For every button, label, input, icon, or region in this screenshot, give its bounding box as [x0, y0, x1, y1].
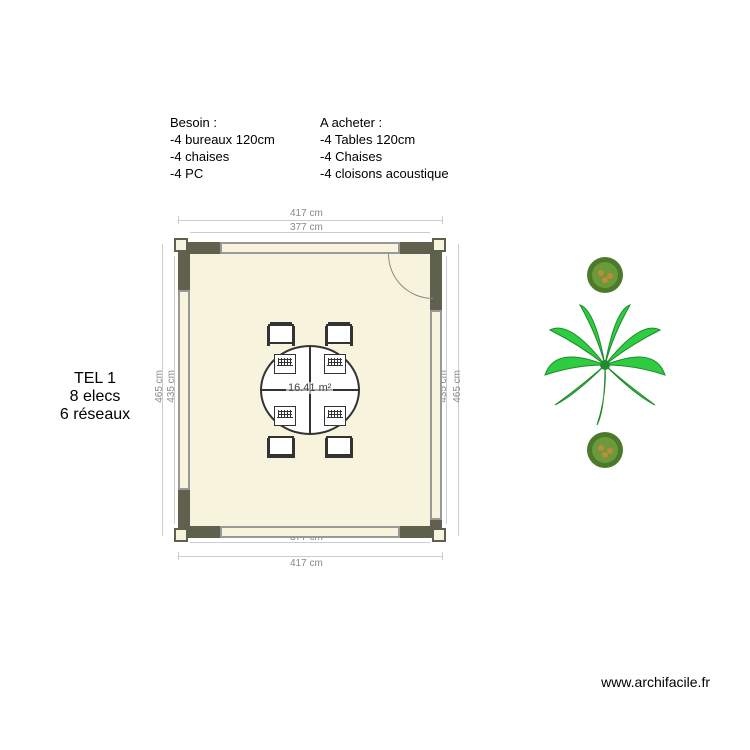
chair-tl: [268, 324, 294, 344]
floor-plan: 417 cm 377 cm 377 cm 417 cm 465 cm 435 c…: [160, 220, 460, 560]
pc-br: [324, 406, 346, 426]
workstation-cluster: 16.41 m²: [250, 330, 370, 450]
dim-top-outer: 417 cm: [290, 208, 323, 219]
corner-marker: [174, 238, 188, 252]
room-area-label: 16.41 m²: [286, 382, 333, 394]
buy-item-0: -4 Tables 120cm: [320, 132, 449, 149]
needs-item-2: -4 PC: [170, 166, 275, 183]
dim-tick: [442, 216, 443, 224]
dim-bottom-outer: 417 cm: [290, 558, 323, 569]
window-right: [430, 310, 442, 520]
dim-top-inner: 377 cm: [290, 222, 323, 233]
dim-line-bottom-outer: [178, 556, 442, 557]
chair-tr: [326, 324, 352, 344]
chair-br: [326, 436, 352, 456]
window-top: [220, 242, 400, 254]
window-bottom: [220, 526, 400, 538]
corner-marker: [174, 528, 188, 542]
dim-left-outer: 465 cm: [154, 370, 165, 403]
watermark-link[interactable]: www.archifacile.fr: [601, 674, 710, 690]
pc-bl: [274, 406, 296, 426]
window-left: [178, 290, 190, 490]
side-label-line1: TEL 1: [50, 370, 140, 388]
dim-tick: [178, 552, 179, 560]
buy-item-2: -4 cloisons acoustique: [320, 166, 449, 183]
buy-item-1: -4 Chaises: [320, 149, 449, 166]
corner-marker: [432, 238, 446, 252]
needs-block: Besoin : -4 bureaux 120cm -4 chaises -4 …: [170, 115, 275, 183]
room-side-label: TEL 1 8 elecs 6 réseaux: [50, 370, 140, 424]
needs-item-0: -4 bureaux 120cm: [170, 132, 275, 149]
pc-tl: [274, 354, 296, 374]
needs-title: Besoin :: [170, 115, 275, 132]
dim-tick: [442, 552, 443, 560]
needs-item-1: -4 chaises: [170, 149, 275, 166]
dim-right-outer: 465 cm: [452, 370, 463, 403]
side-label-line2: 8 elecs: [50, 388, 140, 406]
pc-tr: [324, 354, 346, 374]
side-label-line3: 6 réseaux: [50, 406, 140, 424]
palm-icon: [540, 250, 670, 480]
dim-line-top-outer: [178, 220, 442, 221]
dim-left-inner: 435 cm: [166, 370, 177, 403]
buy-title: A acheter :: [320, 115, 449, 132]
corner-marker: [432, 528, 446, 542]
dim-tick: [178, 216, 179, 224]
buy-block: A acheter : -4 Tables 120cm -4 Chaises -…: [320, 115, 449, 183]
chair-bl: [268, 436, 294, 456]
plant-group: [540, 250, 670, 480]
